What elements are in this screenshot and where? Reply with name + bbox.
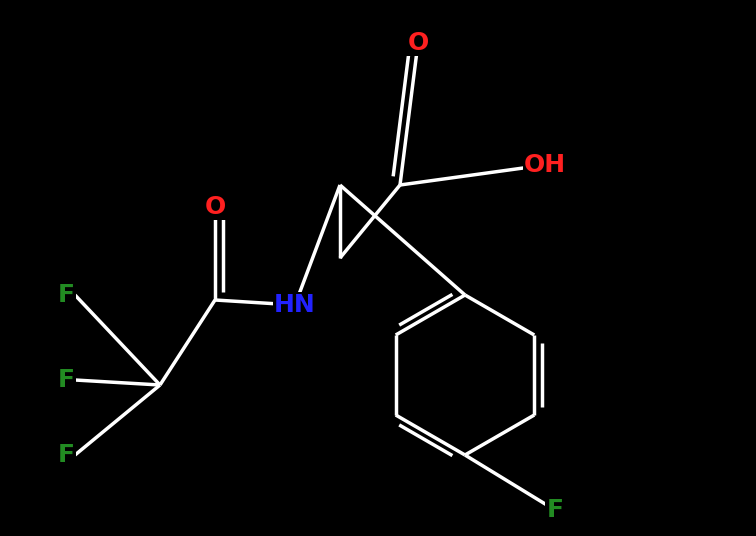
Text: HN: HN (274, 293, 316, 317)
Text: OH: OH (524, 153, 566, 177)
Text: F: F (58, 283, 75, 307)
Text: F: F (58, 368, 75, 392)
Text: O: O (407, 31, 429, 55)
Text: F: F (58, 443, 75, 467)
Text: O: O (204, 195, 225, 219)
Text: F: F (547, 498, 563, 522)
